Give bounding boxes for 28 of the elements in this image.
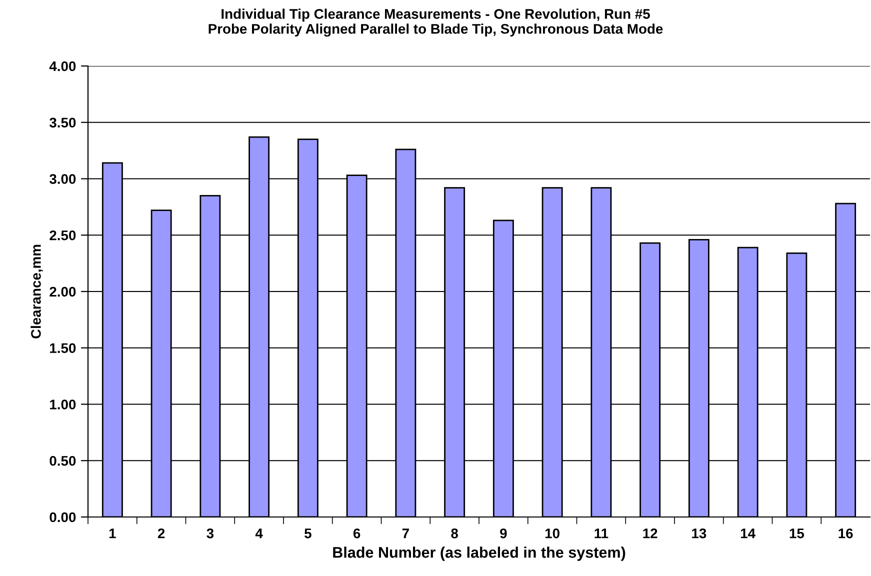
y-tick-label: 0.50 — [50, 456, 76, 466]
y-axis-title: Clearance,mm — [30, 244, 43, 338]
x-tick-label: 6 — [353, 528, 360, 538]
y-tick-label: 2.50 — [50, 230, 76, 240]
x-tick-label: 10 — [545, 528, 560, 538]
y-tick-label: 1.50 — [50, 343, 76, 354]
x-tick-label: 16 — [838, 528, 853, 538]
x-tick-label: 15 — [790, 528, 804, 538]
x-tick-label: 7 — [402, 528, 409, 538]
y-tick-label: 2.00 — [50, 286, 76, 297]
x-tick-label: 9 — [500, 528, 507, 538]
y-tick-label: 3.00 — [49, 174, 76, 184]
y-tick-label: 3.50 — [49, 118, 76, 128]
x-tick-label: 3 — [206, 528, 214, 538]
x-tick-label: 1 — [109, 528, 116, 538]
x-tick-label: 5 — [304, 528, 312, 538]
x-tick-label: 8 — [451, 528, 458, 538]
x-tick-label: 14 — [740, 528, 756, 538]
y-tick-label: 0.00 — [50, 512, 76, 522]
y-tick-label: 4.00 — [49, 61, 76, 72]
x-axis-title: Blade Number (as labeled in the system) — [333, 546, 626, 561]
x-tick-label: 4 — [255, 528, 263, 538]
x-tick-label: 2 — [158, 528, 165, 538]
y-tick-label: 1.00 — [50, 400, 76, 410]
chart-title: Individual Tip Clearance Measurements - One Revolution, Run #5 Probe Polarity Aligned Parallel to Blade Tip, Synchronous Data Mode — [208, 8, 663, 37]
x-tick-label: 12 — [643, 528, 658, 538]
x-tick-label: 13 — [692, 528, 706, 538]
x-tick-label: 11 — [594, 528, 608, 538]
